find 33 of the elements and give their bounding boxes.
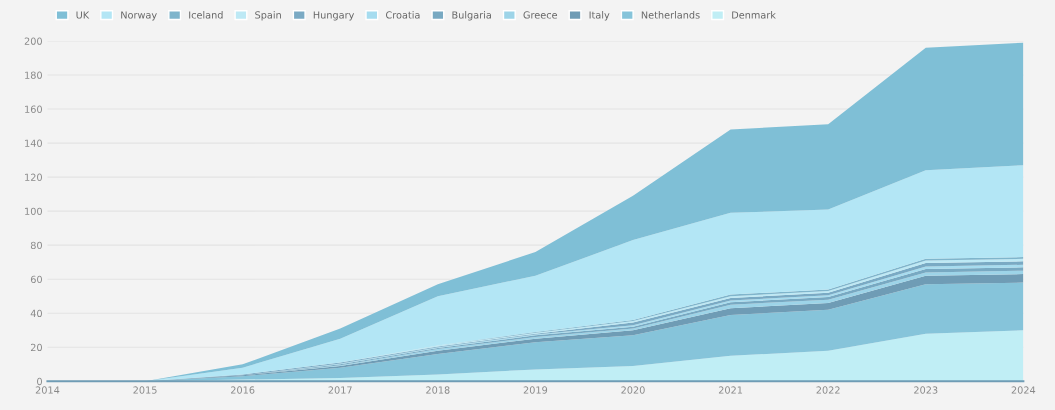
y-tick-label: 80 <box>30 241 42 250</box>
x-tick-label: 2022 <box>816 386 840 394</box>
legend-label: Denmark <box>732 11 776 19</box>
y-tick-label: 160 <box>25 105 42 113</box>
x-tick-label: 2015 <box>133 386 157 394</box>
x-tick-label: 2018 <box>426 386 450 394</box>
x-tick-label: 2020 <box>621 386 645 394</box>
x-tick-label: 2017 <box>328 386 352 394</box>
x-tick-label: 2019 <box>523 386 548 394</box>
y-tick-label: 0 <box>37 377 42 386</box>
x-tick-label: 2023 <box>914 386 938 394</box>
y-tick-label: 40 <box>30 309 42 318</box>
x-tick-label: 2016 <box>230 386 255 394</box>
legend-label: Greece <box>523 11 558 19</box>
legend-label: Croatia <box>386 11 420 19</box>
legend-label: Netherlands <box>641 11 700 19</box>
y-tick-label: 200 <box>24 37 42 45</box>
x-tick-label: 2014 <box>35 386 60 394</box>
legend-label: Iceland <box>189 11 223 19</box>
y-tick-label: 120 <box>25 173 42 181</box>
y-tick-label: 180 <box>25 71 42 79</box>
y-tick-label: 140 <box>25 139 42 147</box>
x-tick-label: 2024 <box>1011 386 1036 394</box>
y-tick-label: 60 <box>30 275 42 284</box>
y-tick-label: 100 <box>25 207 42 215</box>
legend-label: Hungary <box>313 11 355 21</box>
legend-label: Spain <box>255 11 281 21</box>
x-tick-label: 2021 <box>718 386 743 394</box>
legend-label: Bulgaria <box>452 11 491 21</box>
legend-label: Italy <box>589 11 610 21</box>
legend-label: UK <box>76 11 90 19</box>
y-tick-label: 20 <box>30 343 42 352</box>
legend-label: Norway <box>121 11 157 21</box>
